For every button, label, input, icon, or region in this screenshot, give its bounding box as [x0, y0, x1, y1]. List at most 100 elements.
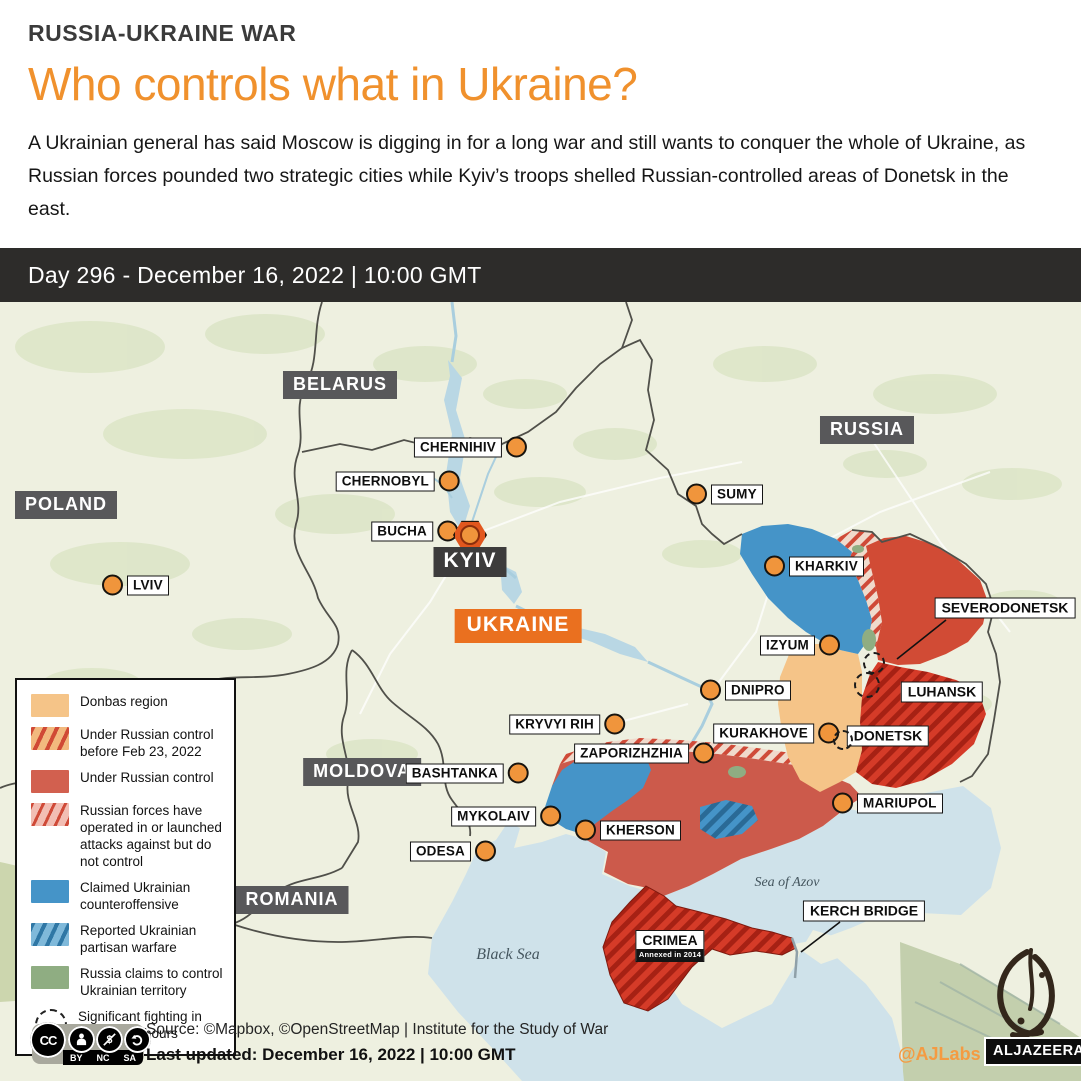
leader-lines	[790, 619, 947, 979]
region-partisan	[700, 800, 758, 839]
city-label: KHERSON	[600, 820, 681, 840]
legend-item-prewar: Under Russian control before Feb 23, 202…	[31, 726, 224, 760]
city-label: KRYVYI RIH	[509, 714, 600, 734]
city-marker-chernobyl: CHERNOBYL	[335, 470, 460, 492]
city-label: BASHTANKA	[405, 763, 504, 783]
country-borders	[0, 302, 1001, 943]
city-marker-kurakhove: KURAKHOVE	[713, 722, 839, 744]
region-donbas	[778, 644, 862, 792]
legend-label: Under Russian control	[80, 770, 214, 785]
legend-swatch-attacks	[31, 803, 69, 826]
city-dot	[819, 634, 840, 656]
city-marker-chernihiv: CHERNIHIV	[413, 436, 527, 458]
area-label-crimea: CRIMEA Annexed in 2014	[635, 930, 705, 962]
city-marker-dnipro: DNIPRO	[700, 679, 791, 701]
city-label: CHERNIHIV	[413, 437, 502, 457]
legend-label: Donbas region	[80, 694, 168, 709]
legend-swatch-prewar	[31, 727, 69, 750]
city-label: CHERNOBYL	[335, 471, 435, 491]
city-dot	[506, 436, 527, 458]
city-label: MARIUPOL	[857, 793, 943, 813]
city-marker-mykolaiv: MYKOLAIV	[451, 805, 561, 827]
city-dot	[102, 574, 123, 596]
sea-label-black-sea: Black Sea	[476, 946, 540, 963]
legend-item-claims: Russia claims to control Ukrainian terri…	[31, 965, 224, 999]
city-label: KHARKIV	[789, 556, 864, 576]
updated-line: Last updated: December 16, 2022 | 10:00 …	[146, 1045, 516, 1064]
kerch-bridge-line	[790, 937, 799, 979]
cc-icon: CC	[30, 1022, 66, 1058]
city-marker-kharkiv: KHARKIV	[764, 555, 864, 577]
area-label-donetsk: DONETSK	[846, 725, 930, 747]
region-attacks-ne	[836, 530, 882, 552]
city-dot	[439, 470, 460, 492]
city-marker-bucha: BUCHA	[371, 520, 458, 542]
city-label: MYKOLAIV	[451, 806, 536, 826]
area-label-severodonetsk: SEVERODONETSK	[934, 597, 1076, 619]
terrain-patches	[15, 314, 1062, 804]
date-bar-text: Day 296 - December 16, 2022 | 10:00 GMT	[28, 261, 482, 288]
legend-swatch-claims	[31, 966, 69, 989]
sea-label-sea-of-azov: Sea of Azov	[754, 875, 820, 890]
date-bar: Day 296 - December 16, 2022 | 10:00 GMT	[0, 248, 1081, 302]
area-label-note: Annexed in 2014	[636, 949, 704, 961]
capital-hexagon-icon	[453, 520, 487, 550]
country-label-ukraine: UKRAINE	[454, 609, 582, 643]
cc-sa-icon	[124, 1026, 151, 1053]
city-dot	[693, 742, 714, 764]
fighting-circle-1	[863, 652, 885, 674]
legend-label: Russian forces have operated in or launc…	[80, 803, 222, 869]
legend-swatch-partisan	[31, 923, 69, 946]
city-marker-kherson: KHERSON	[575, 819, 681, 841]
city-dot	[540, 805, 561, 827]
city-marker-zaporizhzhia: ZAPORIZHZHIA	[574, 742, 714, 764]
cc-label-by: BY	[69, 1052, 83, 1063]
city-label: BUCHA	[371, 521, 433, 541]
capital-marker-kyiv	[453, 520, 487, 550]
country-label-romania: ROMANIA	[235, 886, 349, 914]
city-label: KURAKHOVE	[713, 723, 814, 743]
city-marker-kryvyi-rih: KRYVYI RIH	[509, 713, 625, 735]
city-dot	[686, 483, 707, 505]
city-dot	[575, 819, 596, 841]
cc-label-sa: SA	[123, 1052, 136, 1063]
ukraine-map: POLAND BELARUS RUSSIA MOLDOVA ROMANIA UKRAINE…	[0, 302, 1081, 1081]
legend-label: Reported Ukrainian partisan warfare	[80, 923, 197, 955]
city-dot	[764, 555, 785, 577]
city-dot	[475, 840, 496, 862]
area-label-kerch-bridge: KERCH BRIDGE	[802, 900, 926, 922]
ajlabs-handle: @AJLabs	[898, 1044, 981, 1064]
city-dot	[700, 679, 721, 701]
city-label: IZYUM	[760, 635, 815, 655]
legend-item-counter: Claimed Ukrainian counteroffensive	[31, 879, 224, 913]
aljazeera-logo	[997, 948, 1055, 1039]
country-label-poland: POLAND	[15, 491, 117, 519]
header: RUSSIA-UKRAINE WAR Who controls what in …	[28, 20, 1058, 226]
area-label-luhansk: LUHANSK	[900, 681, 984, 703]
city-dot	[832, 792, 853, 814]
city-marker-bashtanka: BASHTANKA	[405, 762, 529, 784]
cc-by-icon	[68, 1026, 95, 1053]
cc-license-badge: BY NC SA CC $	[30, 1022, 151, 1068]
source-block: Source: ©Mapbox, ©OpenStreetMap | Instit…	[146, 1021, 608, 1065]
region-claims-green	[728, 545, 876, 778]
legend-swatch-counter	[31, 880, 69, 903]
cc-nc-icon: $	[96, 1026, 123, 1053]
legend-item-control: Under Russian control	[31, 769, 224, 793]
kicker: RUSSIA-UKRAINE WAR	[28, 20, 297, 46]
city-dot	[508, 762, 529, 784]
description: A Ukrainian general has said Moscow is d…	[28, 132, 1026, 220]
city-label: LVIV	[127, 575, 169, 595]
fighting-circle-2	[854, 672, 880, 698]
city-marker-sumy: SUMY	[686, 483, 763, 505]
country-label-belarus: BELARUS	[282, 371, 398, 399]
legend-label: Russia claims to control Ukrainian terri…	[80, 966, 223, 998]
legend-label: Under Russian control before Feb 23, 202…	[80, 727, 214, 759]
city-label: DNIPRO	[725, 680, 791, 700]
region-russian-control-luhansk	[866, 536, 988, 665]
city-label: ODESA	[409, 841, 471, 861]
city-dot	[604, 713, 625, 735]
city-label: SUMY	[711, 484, 763, 504]
city-marker-mariupol: MARIUPOL	[832, 792, 943, 814]
